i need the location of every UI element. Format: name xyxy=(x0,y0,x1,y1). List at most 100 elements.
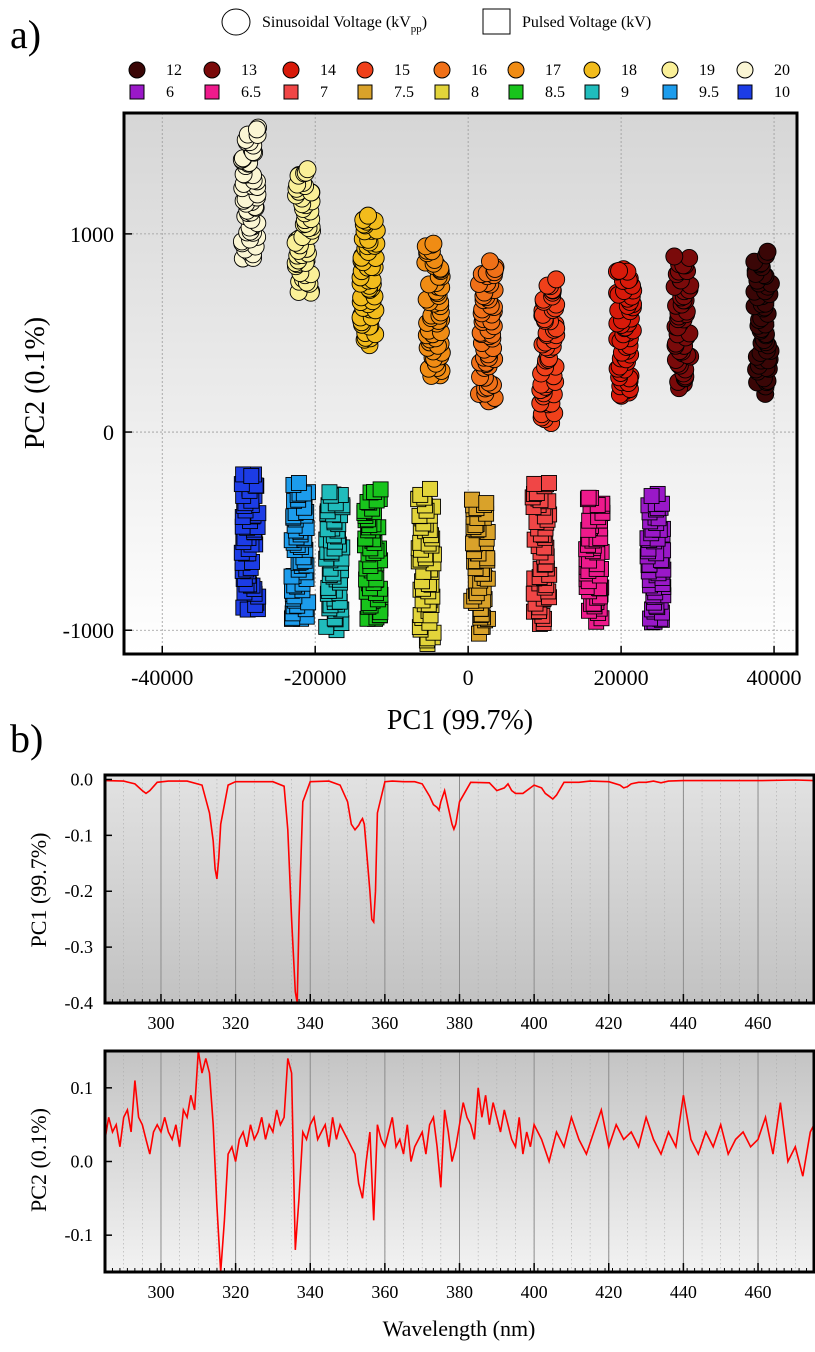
x-tick-label: 460 xyxy=(745,1013,772,1033)
x-tick-label: 420 xyxy=(595,1013,622,1033)
y-tick-label: -0.2 xyxy=(65,881,94,901)
legend-title-pulsed: Pulsed Voltage (kV) xyxy=(522,14,651,31)
legend-label-9-5: 9.5 xyxy=(699,84,719,101)
y-tick-label: 0.0 xyxy=(71,1152,94,1172)
plot-a-background xyxy=(124,113,797,654)
legend-label-10: 10 xyxy=(774,84,790,101)
legend-label-9: 9 xyxy=(621,84,629,101)
legend-square-key xyxy=(482,8,511,35)
panel-label-a: a) xyxy=(10,12,41,57)
legend-label-12: 12 xyxy=(166,62,182,79)
series-circle-15 xyxy=(531,270,566,433)
series-square-6-5 xyxy=(578,489,611,630)
scatter-point xyxy=(291,475,307,491)
legend-circle-key xyxy=(221,8,251,36)
legend-marker-sin-16 xyxy=(433,61,451,79)
x-tick-label: 400 xyxy=(521,1013,548,1033)
legend-label-15: 15 xyxy=(394,62,410,79)
legend-marker-pulsed-7-5 xyxy=(357,84,373,100)
y-tick-label: -1000 xyxy=(63,618,114,643)
series-circle-17 xyxy=(416,234,451,385)
legend-label-13: 13 xyxy=(241,62,257,79)
x-tick-label: 400 xyxy=(521,1282,548,1302)
y-tick-label: -0.3 xyxy=(65,937,94,957)
series-square-8-5 xyxy=(356,481,389,627)
series-square-10 xyxy=(233,466,267,618)
scatter-point xyxy=(298,160,317,179)
legend-marker-sin-17 xyxy=(507,61,525,79)
y-tick-label: -0.1 xyxy=(65,1225,94,1245)
y-tick-label: 0.0 xyxy=(71,769,94,789)
scatter-point xyxy=(478,495,495,512)
plot-a-xlabel: PC1 (99.7%) xyxy=(387,705,533,736)
legend-marker-sin-18 xyxy=(583,61,601,79)
scatter-point xyxy=(758,242,777,261)
y-tick-label: 0 xyxy=(103,420,114,445)
scatter-point xyxy=(359,206,377,225)
scatter-point xyxy=(526,475,543,492)
x-tick-label: 460 xyxy=(745,1282,772,1302)
scatter-point xyxy=(372,481,389,498)
scatter-point xyxy=(547,270,566,289)
legend-marker-sin-19 xyxy=(661,61,679,79)
scatter-point xyxy=(424,234,443,253)
legend-label-20: 20 xyxy=(774,62,790,79)
scatter-point xyxy=(580,489,597,506)
legend-label-18: 18 xyxy=(621,62,637,79)
x-tick-label: 340 xyxy=(297,1013,324,1033)
plot-a: -40000 -20000 0 20000 40000 -1000 0 1000 PC1 (9… xyxy=(20,111,802,736)
series-circle-12 xyxy=(745,242,780,403)
legend-marker-sin-12 xyxy=(128,61,146,79)
legend-label-17: 17 xyxy=(545,62,561,79)
x-tick-label: 380 xyxy=(446,1013,473,1033)
legend-marker-pulsed-8 xyxy=(434,84,450,100)
x-tick-label: 360 xyxy=(371,1282,398,1302)
plot-b-ylabel: PC1 (99.7%) xyxy=(26,833,51,948)
plot-c-line xyxy=(104,1050,815,1273)
x-tick-label: 440 xyxy=(670,1282,697,1302)
series-circle-19 xyxy=(286,160,322,302)
legend-marker-pulsed-9-5 xyxy=(662,84,678,100)
legend-label-8: 8 xyxy=(471,84,479,101)
series-circle-14 xyxy=(607,260,643,405)
x-tick-label: 360 xyxy=(371,1013,398,1033)
x-tick-label: 320 xyxy=(222,1013,249,1033)
series-square-7 xyxy=(524,475,558,632)
x-tick-label: -40000 xyxy=(131,665,193,690)
legend-marker-pulsed-7 xyxy=(283,84,299,100)
plot-c-xlabel: Wavelength (nm) xyxy=(383,1316,536,1341)
legend-a: Sinusoidal Voltage (kVpp) Pulsed Voltage… xyxy=(128,8,790,101)
series-square-6 xyxy=(639,485,672,631)
series-circle-13 xyxy=(665,247,700,398)
y-tick-label: -0.4 xyxy=(65,993,94,1013)
series-circle-18 xyxy=(351,206,386,355)
legend-marker-pulsed-10 xyxy=(737,84,753,100)
y-tick-label: 0.1 xyxy=(71,1078,94,1098)
y-tick-label: -0.1 xyxy=(65,825,94,845)
x-tick-label: 40000 xyxy=(747,665,802,690)
x-tick-label: -20000 xyxy=(284,665,346,690)
series-circle-16 xyxy=(470,252,505,411)
scatter-point xyxy=(643,488,660,504)
legend-label-19: 19 xyxy=(699,62,715,79)
legend-label-14: 14 xyxy=(320,62,336,79)
scatter-point xyxy=(610,261,629,280)
x-tick-label: 20000 xyxy=(594,665,649,690)
x-tick-label: 380 xyxy=(446,1282,473,1302)
legend-marker-pulsed-6-5 xyxy=(204,84,220,100)
plot-c: 300 320 340 360 380 400 420 440 460 0.1 0.0 -0.1 Wa… xyxy=(26,1049,815,1341)
legend-label-7-5: 7.5 xyxy=(394,84,414,101)
scatter-point xyxy=(247,120,266,139)
x-tick-label: 420 xyxy=(595,1282,622,1302)
scatter-point xyxy=(481,252,499,271)
legend-marker-pulsed-9 xyxy=(584,84,600,100)
legend-label-6-5: 6.5 xyxy=(241,84,261,101)
legend-marker-pulsed-6 xyxy=(129,84,145,100)
x-tick-label: 300 xyxy=(147,1013,174,1033)
series-circle-20 xyxy=(232,118,268,268)
plot-b-line xyxy=(104,779,815,1004)
plot-b: 300 320 340 360 380 400 420 440 460 0.0 -0.1 -0.2 -0… xyxy=(26,769,815,1033)
series-square-9-5 xyxy=(283,475,317,627)
series-square-9 xyxy=(318,484,351,639)
